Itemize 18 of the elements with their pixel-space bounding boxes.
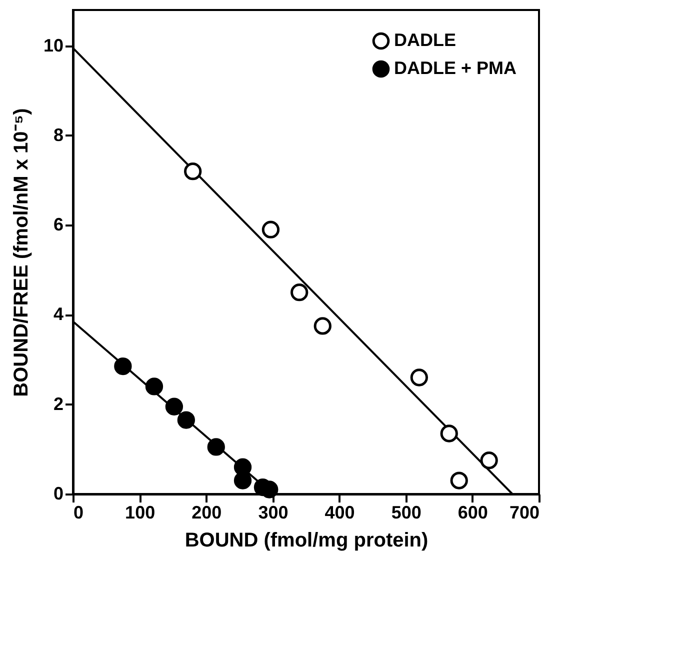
y-tick-label: 4	[53, 304, 64, 324]
x-tick-label: 700	[509, 502, 540, 522]
y-axis-title: BOUND/FREE (fmol/nM x 10⁻⁵)	[10, 108, 32, 397]
x-axis-title: BOUND (fmol/mg protein)	[184, 530, 428, 552]
x-tick-label: 0	[74, 502, 84, 522]
x-tick-label: 200	[192, 502, 222, 522]
x-tick-label: 400	[324, 502, 355, 522]
legend-label: DADLE	[394, 30, 456, 50]
x-tick-label: 100	[125, 502, 156, 522]
y-tick-label: 2	[53, 394, 64, 414]
x-tick-label: 600	[458, 502, 488, 522]
y-tick-label: 8	[53, 124, 64, 145]
y-tick-label: 0	[53, 484, 64, 504]
x-tick-label: 300	[258, 502, 288, 522]
y-tick-label: 6	[53, 214, 64, 235]
legend-label: DADLE + PMA	[394, 58, 517, 78]
x-tick-label: 500	[391, 502, 422, 522]
y-tick-label: 10	[43, 35, 64, 56]
